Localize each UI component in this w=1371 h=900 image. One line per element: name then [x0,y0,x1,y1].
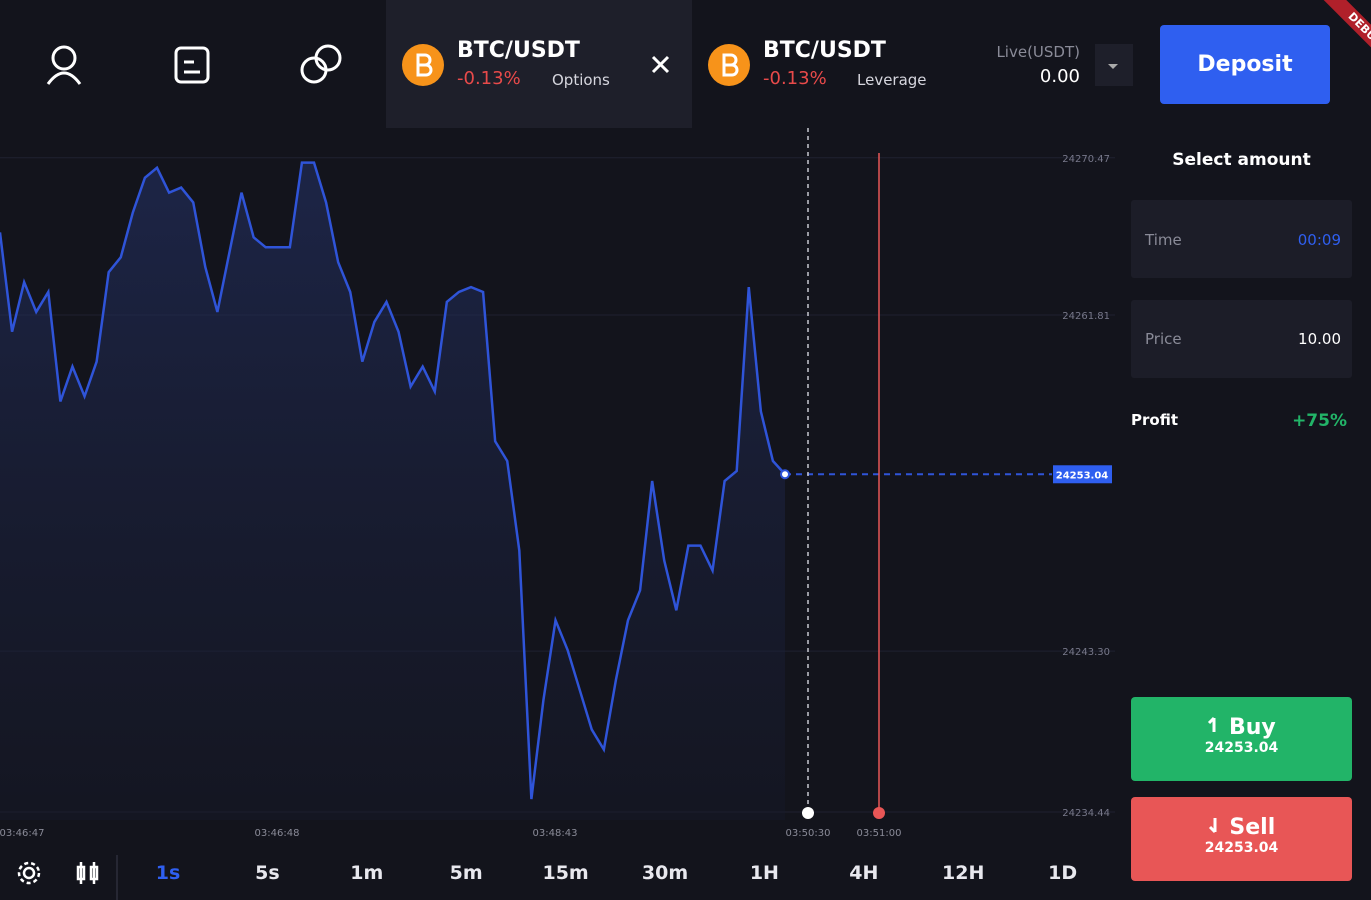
candle-icon[interactable] [76,862,99,884]
buy-label: Buy [1228,715,1276,740]
price-marker-label: 24253.04 [1056,470,1109,481]
tab-mode: Leverage [857,71,927,89]
tab-change: -0.13% [457,68,521,89]
btc-icon [708,44,750,86]
buy-button[interactable]: Buy 24253.04 [1131,697,1352,781]
x-tick-label: 03:48:43 [533,828,578,839]
time-value: 00:09 [1297,231,1341,249]
sell-arrow [1208,818,1217,834]
price-line [0,161,786,800]
deposit-button[interactable]: Deposit [1160,25,1330,104]
price-value: 10.00 [1298,330,1341,348]
sell-button[interactable]: Sell 24253.04 [1131,797,1352,881]
price-area [0,162,785,820]
start-dot [802,807,814,819]
y-tick-label: 24243.30 [1062,647,1110,658]
timeframe[interactable]: 1H [749,862,779,884]
x-tick-label: 03:46:48 [255,828,300,839]
x-tick-label: 03:51:00 [857,828,902,839]
profile-icon[interactable] [46,45,82,85]
bottom-tools [17,855,118,900]
btc-icon [402,44,444,86]
timeframe[interactable]: 30m [641,862,689,884]
end-dot [873,807,885,819]
time-label: Time [1145,231,1182,249]
buy-arrow [1208,716,1216,732]
orders-icon[interactable] [174,46,210,84]
timeframe[interactable]: 1D [1048,862,1078,884]
last-point [780,469,790,480]
settings-icon[interactable] [17,861,41,885]
tab-change: -0.13% [763,68,827,89]
y-tick-label: 24270.47 [1062,154,1110,165]
top-icons [46,0,1133,128]
account-label: Live(USDT) [996,43,1080,61]
price-chart: 24270.47 24261.81 24243.30 24234.44 24253.04… [0,128,1115,839]
close-tab[interactable] [651,55,670,74]
tab-mode: Options [552,71,610,89]
sell-price: 24253.04 [1204,840,1279,856]
profit-value: +75% [1292,411,1347,431]
timeframe[interactable]: 4H [849,862,879,884]
panel-title: Select amount [1172,150,1311,170]
timeframe[interactable]: 12H [942,862,985,884]
x-tick-label: 03:50:30 [786,828,831,839]
balance: 0.00 [1039,66,1080,87]
tab-pair[interactable]: BTC/USDT [457,38,580,63]
dropdown-arrow [1108,64,1118,69]
timeframe[interactable]: 1s [155,862,181,884]
y-tick-label: 24234.44 [1062,808,1110,819]
time-box[interactable] [1131,200,1352,278]
profit-label: Profit [1131,411,1178,429]
price-label: Price [1145,330,1182,348]
timeframe[interactable]: 5m [449,862,483,884]
timeframe[interactable]: 5s [255,862,280,884]
debug-ribbon: DEBUG [1320,0,1371,75]
price-box[interactable] [1131,300,1352,378]
y-tick-label: 24261.81 [1062,311,1110,322]
tab-pair[interactable]: BTC/USDT [763,38,886,63]
timeframe[interactable]: 1m [350,862,384,884]
sell-label: Sell [1229,815,1276,840]
x-tick-label: 03:46:47 [0,828,44,839]
link-icon[interactable] [300,44,342,84]
timeframe[interactable]: 15m [542,862,589,884]
debug-ribbon-wrap: DEBUG [1300,0,1371,90]
buy-price: 24253.04 [1204,740,1279,756]
price-marker [1053,465,1112,484]
